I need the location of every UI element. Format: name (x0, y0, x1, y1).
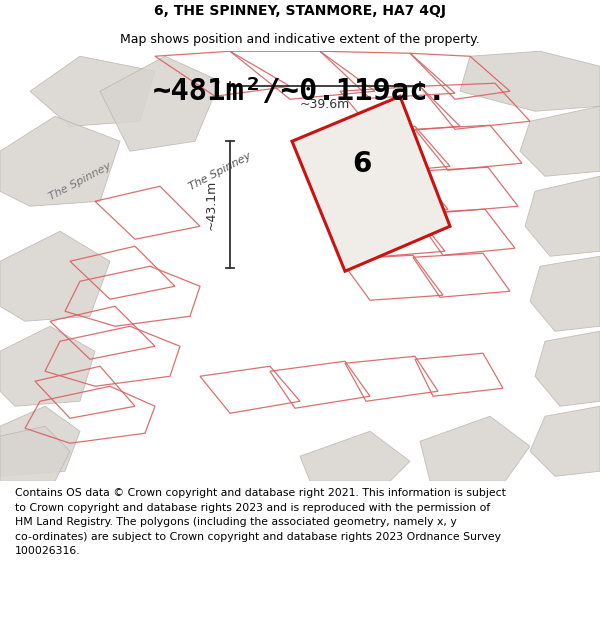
Polygon shape (0, 231, 110, 321)
Text: Contains OS data © Crown copyright and database right 2021. This information is : Contains OS data © Crown copyright and d… (15, 489, 506, 556)
Polygon shape (292, 96, 450, 271)
Polygon shape (530, 256, 600, 331)
Text: ~43.1m: ~43.1m (205, 179, 218, 230)
Polygon shape (300, 431, 410, 481)
Polygon shape (0, 406, 80, 476)
Polygon shape (0, 116, 120, 206)
Text: 6: 6 (352, 150, 371, 178)
Text: ~481m²/~0.119ac.: ~481m²/~0.119ac. (153, 77, 447, 106)
Text: The Spinney: The Spinney (187, 151, 253, 192)
Polygon shape (30, 56, 155, 126)
Polygon shape (460, 51, 600, 111)
Polygon shape (100, 56, 220, 151)
Polygon shape (0, 426, 70, 481)
Text: Map shows position and indicative extent of the property.: Map shows position and indicative extent… (120, 34, 480, 46)
Text: 6, THE SPINNEY, STANMORE, HA7 4QJ: 6, THE SPINNEY, STANMORE, HA7 4QJ (154, 4, 446, 18)
Polygon shape (420, 416, 530, 481)
Text: The Spinney: The Spinney (47, 161, 113, 202)
Polygon shape (525, 176, 600, 256)
Polygon shape (535, 331, 600, 406)
Polygon shape (0, 326, 95, 406)
Text: ~39.6m: ~39.6m (300, 98, 350, 111)
Polygon shape (520, 106, 600, 176)
Polygon shape (530, 406, 600, 476)
